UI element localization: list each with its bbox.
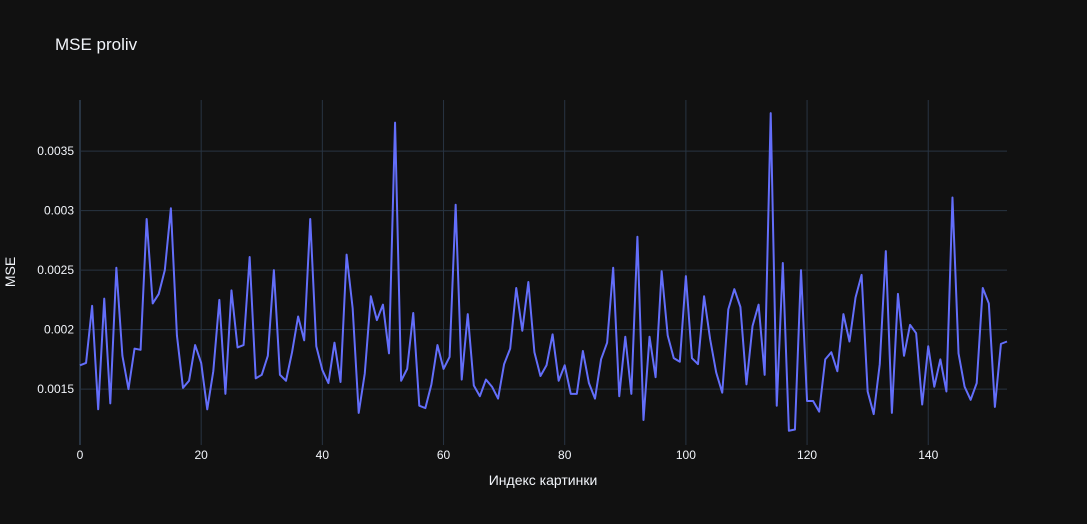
x-tick-label: 20 xyxy=(194,448,208,462)
series-layer xyxy=(79,112,1008,432)
y-tick-label: 0.0025 xyxy=(37,263,74,277)
chart-title: MSE proliv xyxy=(55,35,138,54)
series-line-0 xyxy=(79,112,1008,432)
grid-lines xyxy=(79,100,1007,445)
x-tick-label: 60 xyxy=(437,448,451,462)
x-tick-label: 100 xyxy=(676,448,696,462)
x-tick-label: 120 xyxy=(797,448,817,462)
x-tick-label: 80 xyxy=(558,448,572,462)
y-tick-label: 0.0015 xyxy=(37,382,74,396)
y-tick-label: 0.003 xyxy=(44,204,74,218)
y-tick-labels: 0.0015 0.002 0.0025 0.003 0.0035 xyxy=(37,144,74,396)
x-tick-label: 40 xyxy=(316,448,330,462)
x-tick-label: 0 xyxy=(77,448,84,462)
y-axis-title: MSE xyxy=(2,257,18,287)
y-tick-label: 0.002 xyxy=(44,323,74,337)
x-tick-labels: 0 20 40 60 80 100 120 140 xyxy=(77,448,939,462)
x-axis-title: Индекс картинки xyxy=(489,472,598,488)
y-tick-label: 0.0035 xyxy=(37,144,74,158)
x-tick-label: 140 xyxy=(918,448,938,462)
